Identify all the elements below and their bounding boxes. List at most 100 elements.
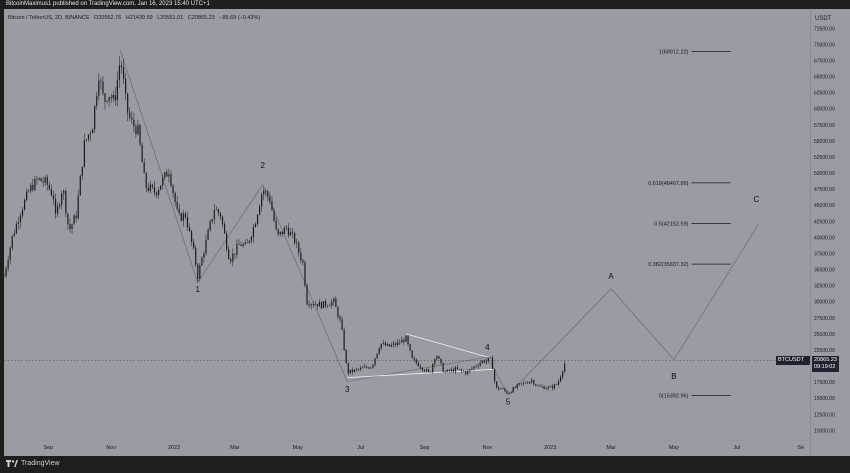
candle-body bbox=[430, 371, 432, 373]
y-tick-label: 67500.00 bbox=[814, 58, 835, 64]
candle-body bbox=[533, 380, 535, 385]
candle-body bbox=[417, 362, 419, 367]
wave-label: A bbox=[608, 272, 614, 281]
candle-body bbox=[481, 360, 483, 363]
candle-body bbox=[221, 216, 224, 225]
y-tick-label: 55000.00 bbox=[814, 139, 835, 145]
candle-body bbox=[300, 252, 302, 261]
candle-body bbox=[108, 96, 110, 101]
candle-body bbox=[114, 95, 116, 101]
candle-body bbox=[160, 185, 162, 190]
candle-body bbox=[524, 382, 527, 384]
y-tick-label: 50000.00 bbox=[814, 171, 835, 177]
candle-body bbox=[477, 365, 479, 367]
candle-body bbox=[529, 381, 531, 384]
candle-body bbox=[551, 386, 553, 389]
candle-body bbox=[110, 96, 112, 99]
candle-body bbox=[452, 369, 454, 372]
symbol-legend: Bitcoin / TetherUS, 2D, BINANCE O20952.7… bbox=[8, 15, 263, 21]
fib-level-label: 1(68912.22) bbox=[659, 49, 689, 55]
candle-body bbox=[87, 134, 90, 140]
candle-body bbox=[473, 366, 475, 369]
candle-body bbox=[357, 369, 360, 370]
candle-body bbox=[397, 342, 399, 345]
candle-body bbox=[36, 178, 38, 180]
candle-body bbox=[405, 335, 407, 342]
candle-body bbox=[347, 363, 349, 374]
candle-body bbox=[197, 264, 199, 279]
wave-label: 3 bbox=[345, 385, 350, 394]
price-axis[interactable] bbox=[810, 9, 850, 456]
candle-body bbox=[137, 124, 139, 135]
candle-body bbox=[440, 358, 442, 364]
candle-body bbox=[345, 350, 347, 364]
price-badge: BTCUSDT bbox=[776, 356, 810, 366]
y-tick-label: 40000.00 bbox=[814, 235, 835, 241]
candle-body bbox=[498, 387, 500, 390]
candle-body bbox=[467, 370, 469, 374]
candle-body bbox=[106, 100, 108, 102]
candle-body bbox=[71, 224, 73, 230]
candle-body bbox=[463, 370, 465, 372]
candle-body bbox=[178, 208, 180, 214]
candle-body bbox=[535, 384, 537, 386]
candle-body bbox=[436, 356, 438, 360]
candle-body bbox=[188, 227, 191, 231]
candle-body bbox=[318, 301, 320, 307]
candle-body bbox=[21, 209, 24, 216]
candle-body bbox=[494, 369, 496, 382]
candle-body bbox=[506, 390, 508, 394]
candle-body bbox=[526, 383, 529, 384]
candle-body bbox=[296, 242, 298, 244]
candle-body bbox=[539, 386, 541, 387]
candle-body bbox=[242, 244, 244, 247]
candle-body bbox=[393, 343, 395, 345]
candle-body bbox=[73, 215, 75, 225]
candle-body bbox=[329, 305, 331, 307]
candle-body bbox=[541, 386, 543, 387]
candle-body bbox=[261, 194, 263, 207]
y-tick-label: 65000.00 bbox=[814, 75, 835, 81]
candle-body bbox=[143, 162, 145, 173]
candle-body bbox=[368, 367, 370, 369]
footer-branding[interactable]: TradingView bbox=[6, 460, 60, 467]
candle-body bbox=[246, 242, 248, 244]
plot-area[interactable] bbox=[4, 9, 810, 456]
candle-body bbox=[151, 184, 154, 187]
candle-body bbox=[362, 367, 364, 369]
candle-body bbox=[3, 275, 5, 277]
candle-body bbox=[248, 240, 250, 243]
currency-label: USDT bbox=[815, 16, 832, 22]
candle-body bbox=[520, 383, 523, 384]
candle-body bbox=[331, 301, 333, 306]
candle-body bbox=[19, 215, 22, 223]
candle-body bbox=[172, 185, 174, 193]
wave-label: B bbox=[671, 372, 676, 381]
candle-body bbox=[232, 253, 234, 262]
candle-body bbox=[83, 140, 85, 167]
legend-symbol: Bitcoin / TetherUS, 2D, BINANCE bbox=[8, 15, 90, 21]
y-tick-label: 10000.00 bbox=[814, 428, 835, 434]
candle-body bbox=[271, 201, 273, 211]
candle-body bbox=[209, 221, 211, 231]
candle-body bbox=[312, 304, 314, 305]
x-tick-label: Mar bbox=[230, 445, 240, 451]
last-price-badge: 20865.23 09:19:02 bbox=[812, 356, 839, 373]
candle-body bbox=[79, 175, 81, 196]
candle-body bbox=[182, 213, 184, 221]
y-tick-label: 22500.00 bbox=[814, 348, 835, 354]
candle-body bbox=[411, 350, 413, 359]
candle-body bbox=[562, 371, 564, 377]
wave-label: 2 bbox=[260, 161, 265, 170]
price-badge-symbol: BTCUSDT bbox=[778, 357, 804, 364]
candle-body bbox=[94, 105, 96, 130]
candle-body bbox=[7, 260, 9, 269]
y-tick-label: 30000.00 bbox=[814, 300, 835, 306]
y-tick-label: 72500.00 bbox=[814, 26, 835, 32]
candle-body bbox=[401, 339, 403, 343]
candle-body bbox=[125, 78, 127, 94]
candle-body bbox=[320, 301, 323, 309]
triangle-lower-line bbox=[347, 368, 495, 379]
candle-body bbox=[9, 247, 11, 261]
